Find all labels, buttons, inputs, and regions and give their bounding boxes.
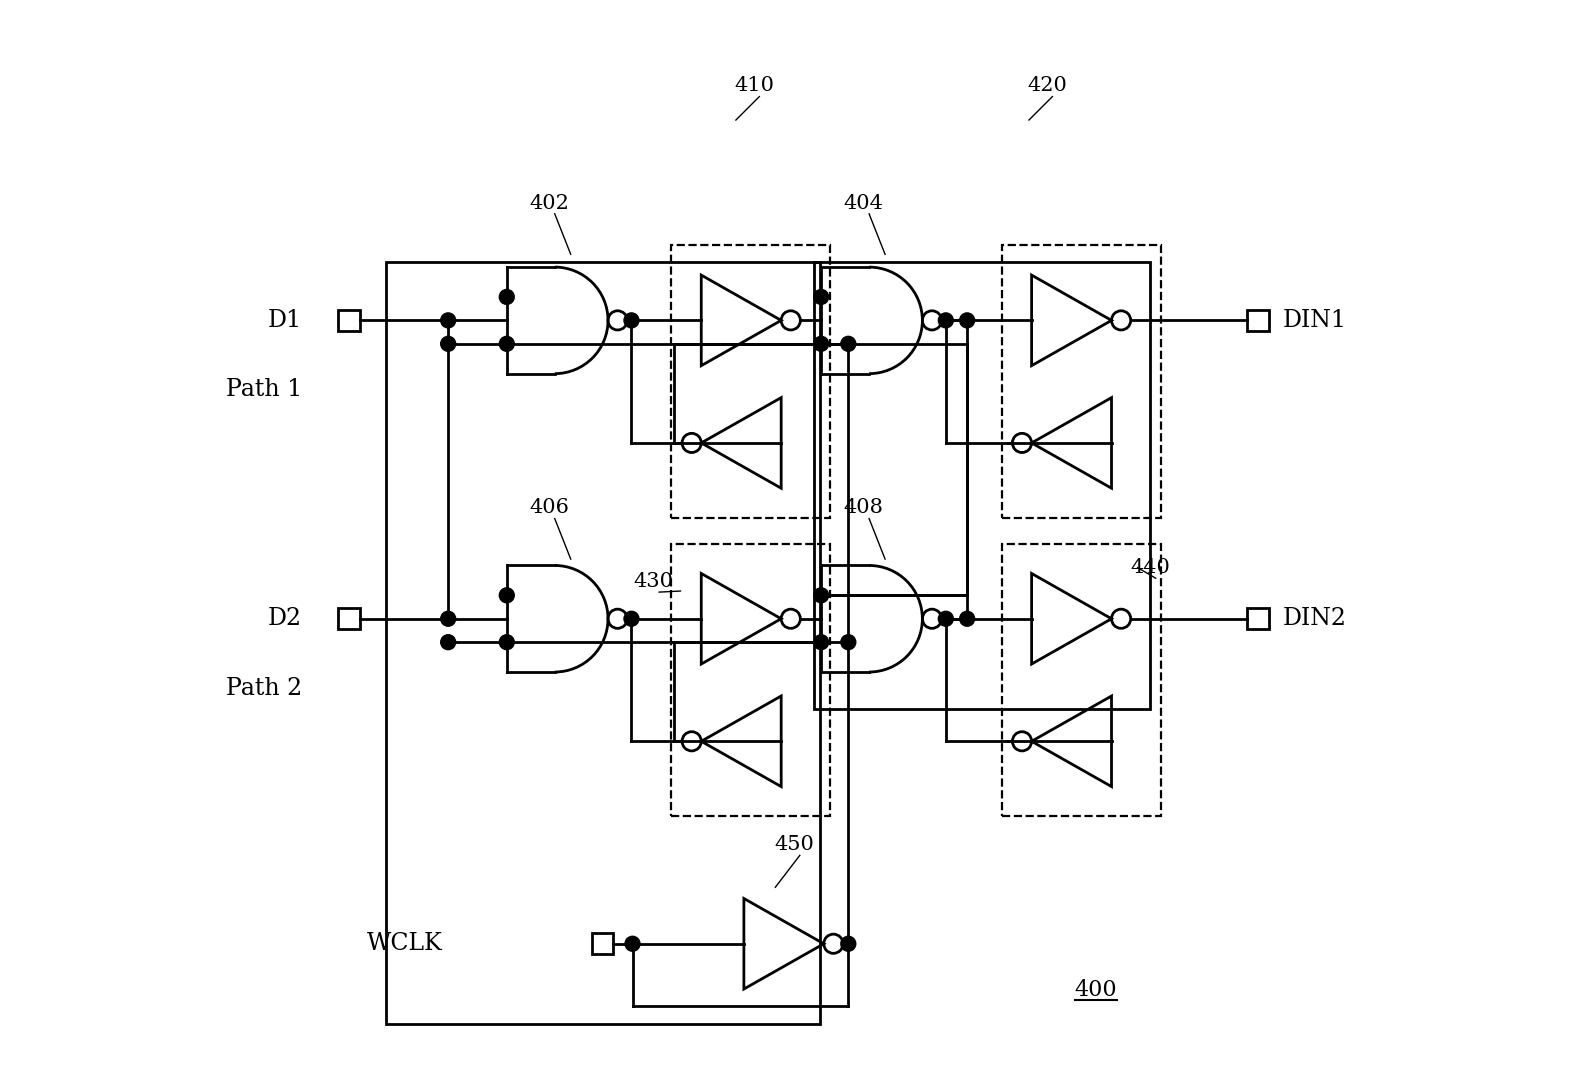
Circle shape (440, 336, 456, 351)
Text: 406: 406 (529, 498, 569, 517)
Circle shape (814, 588, 828, 603)
Bar (1001, 543, 1160, 816)
Circle shape (624, 313, 639, 328)
Text: 440: 440 (1130, 558, 1171, 577)
Circle shape (841, 937, 856, 951)
Circle shape (960, 611, 974, 626)
Circle shape (960, 313, 974, 328)
Bar (1247, 608, 1268, 630)
Circle shape (814, 289, 828, 304)
Bar (338, 608, 359, 630)
Circle shape (814, 635, 828, 650)
Text: D1: D1 (269, 308, 302, 332)
Circle shape (841, 336, 856, 351)
Text: Path 2: Path 2 (226, 676, 302, 700)
Bar (1001, 245, 1160, 519)
Bar (814, 261, 1150, 710)
Circle shape (939, 611, 953, 626)
Text: DIN1: DIN1 (1282, 308, 1346, 332)
Bar (672, 543, 829, 816)
Bar (593, 934, 613, 954)
Text: Path 1: Path 1 (226, 378, 302, 401)
Bar (386, 261, 820, 1023)
Text: 408: 408 (844, 498, 883, 517)
Text: DIN2: DIN2 (1282, 607, 1346, 631)
Bar (1247, 309, 1268, 331)
Text: 430: 430 (634, 572, 674, 591)
Circle shape (499, 336, 515, 351)
Bar (338, 309, 359, 331)
Text: 400: 400 (1074, 978, 1117, 1001)
Circle shape (499, 635, 515, 650)
Circle shape (939, 313, 953, 328)
Text: D2: D2 (269, 607, 302, 631)
Text: 402: 402 (529, 194, 569, 212)
Text: 450: 450 (774, 835, 815, 855)
Text: 420: 420 (1026, 77, 1066, 95)
Bar (672, 245, 829, 519)
Circle shape (624, 611, 639, 626)
Text: 410: 410 (734, 77, 774, 95)
Text: WCLK: WCLK (367, 933, 443, 955)
Circle shape (624, 937, 640, 951)
Circle shape (814, 336, 828, 351)
Circle shape (499, 289, 515, 304)
Circle shape (841, 635, 856, 650)
Circle shape (440, 313, 456, 328)
Circle shape (440, 611, 456, 626)
Circle shape (440, 635, 456, 650)
Circle shape (499, 588, 515, 603)
Text: 404: 404 (844, 194, 883, 212)
